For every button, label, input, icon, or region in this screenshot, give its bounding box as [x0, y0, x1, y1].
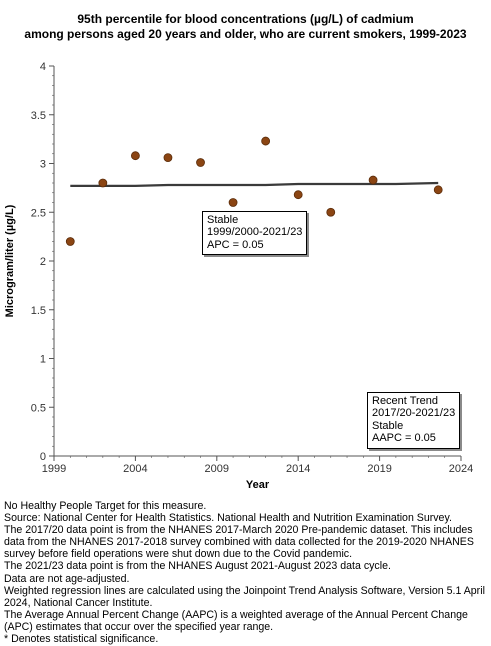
footnote: * Denotes statistical significance. — [4, 633, 159, 646]
y-tick-label: 1 — [40, 354, 46, 366]
data-point — [326, 207, 336, 217]
segment-trend-apc: APC = 0.05 — [207, 238, 264, 251]
footnote: Data are not age-adjusted. — [4, 572, 130, 585]
data-point — [228, 198, 238, 207]
y-tick-label: 0 — [40, 451, 46, 463]
x-tick-label: 2004 — [123, 463, 147, 475]
x-tick-label: 2019 — [367, 463, 391, 475]
x-tick-label: 2009 — [205, 463, 229, 475]
x-tick-label: 1999 — [42, 463, 66, 475]
data-point — [293, 190, 303, 200]
chart-plot: 0 0.5 1 1.5 2 2.5 3 3.5 4 1999 2004 2009 2014 2019 202… — [4, 61, 473, 491]
segment-trend-box: Stable 1999/2000-2021/23 APC = 0.05 — [202, 211, 308, 256]
recent-trend-status: Stable — [372, 419, 404, 432]
y-axis-label: Microgram/liter (µg/L) — [4, 204, 16, 317]
y-tick-label: 3 — [40, 159, 46, 171]
recent-trend-heading: Recent Trend — [372, 395, 439, 407]
chart-title-line-2: among persons aged 20 years and older, w… — [24, 27, 467, 41]
data-point — [368, 175, 378, 185]
y-tick-label: 1.5 — [31, 305, 46, 317]
recent-trend-range: 2017/20-2021/23 — [372, 407, 456, 420]
data-point — [98, 178, 108, 188]
data-point — [130, 151, 140, 161]
footnote: Source: National Center for Health Stati… — [4, 512, 452, 525]
y-tick-label: 2 — [40, 256, 46, 268]
y-tick-label: 4 — [40, 61, 46, 73]
x-axis-label: Year — [246, 479, 270, 491]
x-tick-label: 2014 — [286, 463, 310, 475]
y-tick-label: 3.5 — [31, 110, 46, 122]
segment-trend-range: 1999/2000-2021/23 — [207, 226, 303, 239]
data-point — [196, 158, 205, 167]
footnote: Weighted regression lines are calculated… — [4, 584, 485, 609]
segment-trend-status: Stable — [207, 214, 239, 226]
y-tick-label: 2.5 — [31, 207, 46, 219]
recent-trend-box: Recent Trend 2017/20-2021/23 Stable AAPC… — [367, 392, 461, 449]
footnote: The Average Annual Percent Change (AAPC)… — [4, 608, 468, 633]
trend-line — [70, 181, 439, 187]
data-point — [261, 136, 271, 146]
footnote: The 2021/23 data point is from the NHANE… — [4, 560, 391, 573]
data-point — [65, 237, 75, 246]
recent-trend-aapc: AAPC = 0.05 — [372, 432, 436, 445]
footnotes: No Healthy People Target for this measur… — [4, 500, 490, 645]
data-point — [163, 153, 173, 163]
footnote: The 2017/20 data point is from the NHANE… — [4, 524, 474, 561]
y-tick-label: 0.5 — [31, 402, 46, 414]
data-point — [433, 185, 443, 195]
x-tick-label: 2024 — [449, 463, 473, 475]
footnote: No Healthy People Target for this measur… — [4, 500, 207, 512]
chart-title-line-1: 95th percentile for blood concentrations… — [77, 12, 414, 26]
